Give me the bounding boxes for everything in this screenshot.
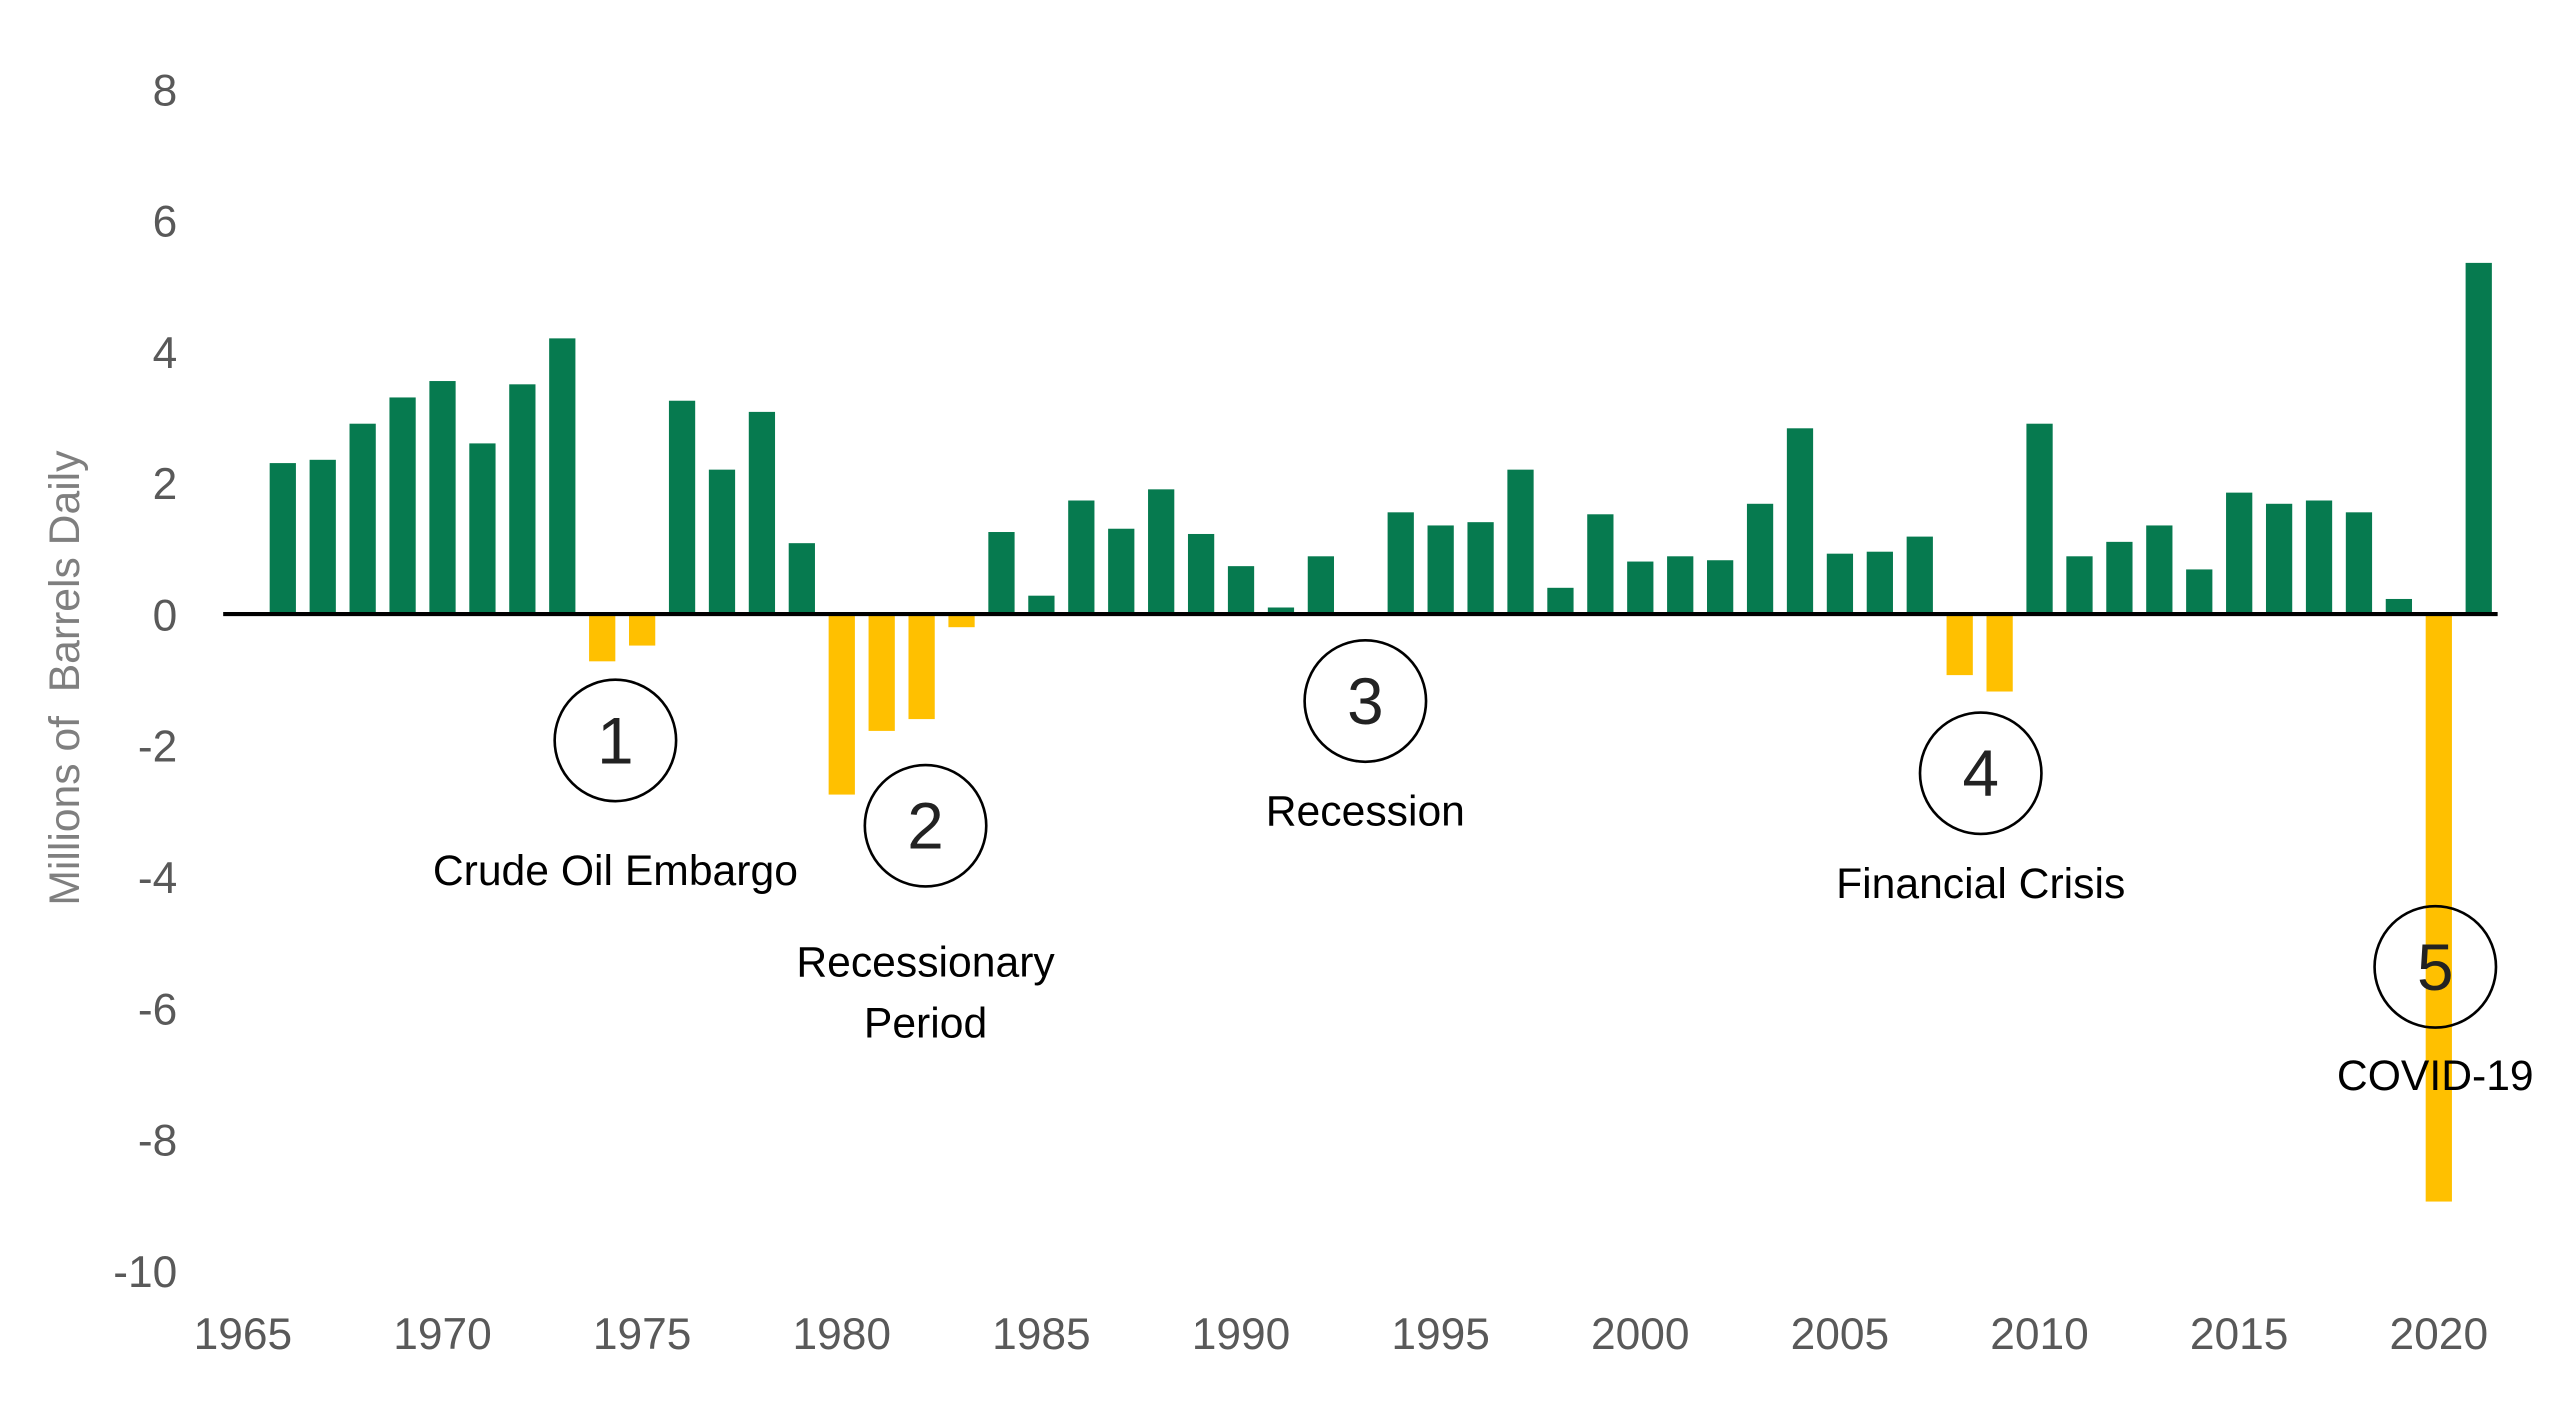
x-tick-label: 1970: [393, 1310, 492, 1359]
bar-1998: [1547, 587, 1574, 615]
bar-1969: [389, 397, 416, 615]
bar-1987: [1108, 528, 1135, 615]
bar-2004: [1786, 428, 1814, 615]
bar-2013: [2146, 525, 2173, 615]
annotation-circle: [863, 763, 988, 888]
annotation-number: 3: [1347, 665, 1384, 738]
x-tick-label: 1975: [593, 1310, 692, 1359]
bar-2003: [1746, 503, 1774, 615]
bar-2015: [2226, 492, 2253, 615]
x-tick-label: 1965: [194, 1310, 293, 1359]
annotation-label: Financial Crisis: [1836, 860, 2125, 908]
bar-1982: [908, 614, 935, 720]
bar-2019: [2385, 598, 2413, 615]
x-tick-label: 2015: [2190, 1310, 2289, 1359]
y-tick-label: -10: [113, 1248, 177, 1297]
bar-1977: [708, 469, 736, 615]
bar-1970: [429, 381, 456, 615]
bar-2009: [1986, 614, 2013, 692]
x-tick-label: 1985: [992, 1310, 1091, 1359]
y-tick-label: 6: [153, 198, 178, 247]
bar-2005: [1826, 553, 1854, 615]
bar-1971: [469, 443, 496, 615]
annotation-5: 5 COVID-19: [2337, 904, 2534, 1100]
annotation-label: Recessionary: [796, 939, 1055, 987]
bar-2010: [2026, 423, 2053, 615]
annotation-circle: [1918, 711, 2043, 836]
bar-2001: [1667, 556, 1694, 615]
bar-2006: [1866, 551, 1893, 615]
bar-1981: [868, 614, 895, 731]
bar-1976: [668, 400, 696, 615]
bar-1974: [589, 614, 616, 662]
bar-2002: [1707, 560, 1734, 615]
bar-1986: [1068, 500, 1095, 615]
bar-1975: [629, 614, 656, 646]
annotation-number: 1: [597, 704, 634, 777]
bar-2014: [2186, 569, 2213, 615]
x-tick-label: 2000: [1591, 1310, 1690, 1359]
bar-1988: [1148, 489, 1175, 615]
bar-1978: [748, 411, 776, 615]
x-tick-label: 2010: [1990, 1310, 2089, 1359]
bar-1983: [948, 614, 975, 628]
x-tick-label: 1995: [1391, 1310, 1490, 1359]
y-axis-label: Millions of Barrels Daily: [41, 450, 89, 906]
x-tick-label: 2020: [2390, 1310, 2489, 1359]
annotation-label: Crude Oil Embargo: [433, 847, 798, 895]
bar-1968: [349, 423, 376, 615]
bar-1996: [1467, 522, 1494, 615]
bar-1990: [1227, 566, 1255, 615]
annotation-label: COVID-19: [2337, 1052, 2534, 1100]
bar-1997: [1507, 469, 1534, 615]
annotation-number: 2: [907, 790, 944, 863]
y-tick-label: 0: [153, 591, 178, 640]
bar-2012: [2106, 541, 2133, 615]
bar-1991: [1267, 607, 1295, 615]
y-tick-label: 2: [153, 460, 178, 509]
bar-2000: [1627, 561, 1654, 615]
annotation-circle: [553, 678, 678, 803]
bar-2017: [2305, 500, 2333, 615]
annotation-number: 4: [1962, 737, 1999, 810]
x-tick-label: 1980: [792, 1310, 891, 1359]
y-tick-label: -4: [138, 854, 177, 903]
bar-1980: [828, 614, 855, 795]
annotation-number: 5: [2417, 931, 2454, 1004]
y-tick-label: -6: [138, 985, 177, 1034]
bar-1973: [549, 338, 576, 615]
y-tick-label: 4: [153, 329, 178, 378]
x-tick-label: 2005: [1791, 1310, 1890, 1359]
annotation-4: 4 Financial Crisis: [1836, 711, 2125, 908]
bar-2018: [2345, 512, 2373, 615]
bar-1995: [1427, 525, 1454, 615]
y-tick-label: -8: [138, 1117, 177, 1166]
bar-2008: [1946, 614, 1973, 676]
bar-2007: [1906, 536, 1933, 615]
annotation-circle: [2373, 904, 2498, 1029]
annotation-2: 2 Recessionary Period: [796, 763, 1055, 1047]
bar-1966: [269, 463, 296, 615]
annotation-circle: [1303, 639, 1428, 764]
bar-1994: [1387, 512, 1414, 615]
bar-1989: [1187, 533, 1215, 615]
bar-2016: [2265, 503, 2293, 615]
bar-1979: [788, 543, 815, 615]
annotation-3: 3 Recession: [1266, 639, 1465, 836]
bar-2011: [2066, 556, 2093, 615]
annotation-label: Period: [864, 999, 987, 1047]
bar-1992: [1307, 556, 1335, 615]
bar-1985: [1028, 595, 1055, 615]
annotation-label: Recession: [1266, 788, 1465, 836]
bar-2021: [2465, 262, 2492, 615]
bar-1972: [509, 384, 536, 615]
annotation-1: 1 Crude Oil Embargo: [433, 678, 798, 895]
bar-1984: [988, 532, 1015, 615]
y-tick-label: 8: [153, 66, 178, 115]
x-tick-label: 1990: [1192, 1310, 1291, 1359]
bar-1967: [309, 459, 336, 615]
y-tick-label: -2: [138, 723, 177, 772]
bar-1999: [1587, 514, 1614, 615]
